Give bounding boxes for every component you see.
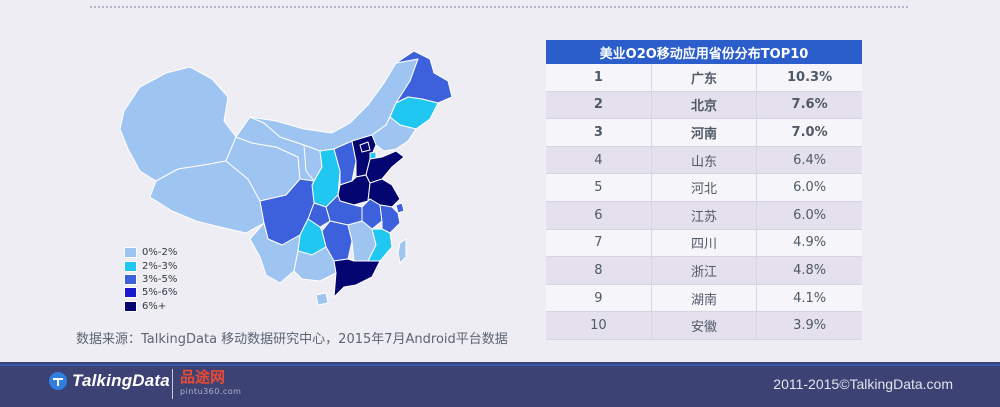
province-cell: 河北 xyxy=(650,173,757,202)
rank-cell: 1 xyxy=(546,64,652,92)
province-cell: 四川 xyxy=(650,229,757,258)
rank-cell: 6 xyxy=(546,201,652,230)
legend-label: 2%-3% xyxy=(142,260,178,272)
table-title-row: 美业O2O移动应用省份分布TOP10 xyxy=(546,40,862,64)
map-svg xyxy=(119,50,453,306)
table-row: 5 河北 6.0% xyxy=(546,173,862,202)
legend-item: 2%-3% xyxy=(124,259,177,272)
footer-bar: TalkingData 品途网 pintu360.com 2011-2015©T… xyxy=(0,362,1000,407)
legend-item: 5%-6% xyxy=(124,286,177,299)
legend-item: 0%-2% xyxy=(124,246,177,259)
legend-swatch xyxy=(124,300,137,312)
legend-label: 6%+ xyxy=(142,300,167,312)
map-legend: 0%-2% 2%-3% 3%-5% 5%-6% 6%+ xyxy=(124,246,177,313)
brand-name: TalkingData xyxy=(72,371,170,390)
legend-label: 3%-5% xyxy=(142,273,178,285)
province-cell: 浙江 xyxy=(650,256,757,285)
province-hainan xyxy=(315,292,329,306)
table-row: 10 安徽 3.9% xyxy=(546,311,862,340)
province-cell: 北京 xyxy=(650,91,757,120)
footer-stripe xyxy=(0,364,1000,366)
rank-cell: 5 xyxy=(546,173,652,202)
rank-cell: 9 xyxy=(546,284,652,313)
share-cell: 6.4% xyxy=(756,146,862,175)
talkingdata-mark-icon xyxy=(49,372,67,390)
share-cell: 7.0% xyxy=(756,118,862,147)
top-dotted-divider xyxy=(90,6,908,8)
top10-province-table: 美业O2O移动应用省份分布TOP10 1 广东 10.3% 2 北京 7.6% 3 河南 7.0… xyxy=(546,40,862,340)
province-shanghai xyxy=(395,202,405,214)
table-row: 3 河南 7.0% xyxy=(546,118,862,147)
province-guangdong xyxy=(333,258,381,298)
table-row: 6 江苏 6.0% xyxy=(546,201,862,230)
share-cell: 6.0% xyxy=(756,201,862,230)
partner-logo: 品途网 pintu360.com xyxy=(180,368,241,397)
legend-label: 5%-6% xyxy=(142,287,178,299)
legend-item: 3%-5% xyxy=(124,273,177,286)
rank-cell: 4 xyxy=(546,146,652,175)
table-title: 美业O2O移动应用省份分布TOP10 xyxy=(546,40,862,64)
share-cell: 6.0% xyxy=(756,173,862,202)
table-body: 1 广东 10.3% 2 北京 7.6% 3 河南 7.0% 4 山东 6.4% 5 河北 6.0% 6 江苏 6… xyxy=(546,64,862,340)
province-beijing xyxy=(359,141,371,153)
china-province-map xyxy=(100,25,460,315)
province-taiwan xyxy=(397,238,407,264)
province-zhejiang xyxy=(379,204,401,234)
province-fujian xyxy=(367,228,393,262)
source-note: 数据来源：TalkingData 移动数据研究中心，2015年7月Android… xyxy=(76,332,508,347)
province-cell: 湖南 xyxy=(650,284,757,313)
table-row: 9 湖南 4.1% xyxy=(546,284,862,313)
share-cell: 4.8% xyxy=(756,256,862,285)
table-row: 8 浙江 4.8% xyxy=(546,256,862,285)
legend-swatch xyxy=(124,260,137,272)
province-liaoning xyxy=(371,116,417,152)
partner-url: pintu360.com xyxy=(180,387,242,396)
table-row: 7 四川 4.9% xyxy=(546,229,862,258)
table-row: 4 山东 6.4% xyxy=(546,146,862,175)
table-row: 2 北京 7.6% xyxy=(546,91,862,120)
share-cell: 10.3% xyxy=(756,64,862,92)
rank-cell: 10 xyxy=(546,311,652,340)
legend-swatch xyxy=(124,273,137,285)
table-row: 1 广东 10.3% xyxy=(546,64,862,92)
province-cell: 安徽 xyxy=(650,311,757,340)
province-cell: 山东 xyxy=(650,146,757,175)
legend-swatch xyxy=(124,287,137,299)
legend-label: 0%-2% xyxy=(142,247,178,259)
rank-cell: 8 xyxy=(546,256,652,285)
share-cell: 4.1% xyxy=(756,284,862,313)
province-cell: 广东 xyxy=(650,64,757,92)
share-cell: 4.9% xyxy=(756,229,862,258)
share-cell: 7.6% xyxy=(756,91,862,120)
copyright-text: 2011-2015©TalkingData.com xyxy=(773,376,953,392)
partner-name: 品途网 xyxy=(180,368,226,386)
footer-logo-divider xyxy=(172,369,173,399)
province-cell: 江苏 xyxy=(650,201,757,230)
legend-item: 6%+ xyxy=(124,300,177,313)
rank-cell: 7 xyxy=(546,229,652,258)
rank-cell: 2 xyxy=(546,91,652,120)
share-cell: 3.9% xyxy=(756,311,862,340)
rank-cell: 3 xyxy=(546,118,652,147)
legend-swatch xyxy=(124,247,137,259)
talkingdata-logo: TalkingData xyxy=(48,371,170,391)
province-cell: 河南 xyxy=(650,118,757,147)
